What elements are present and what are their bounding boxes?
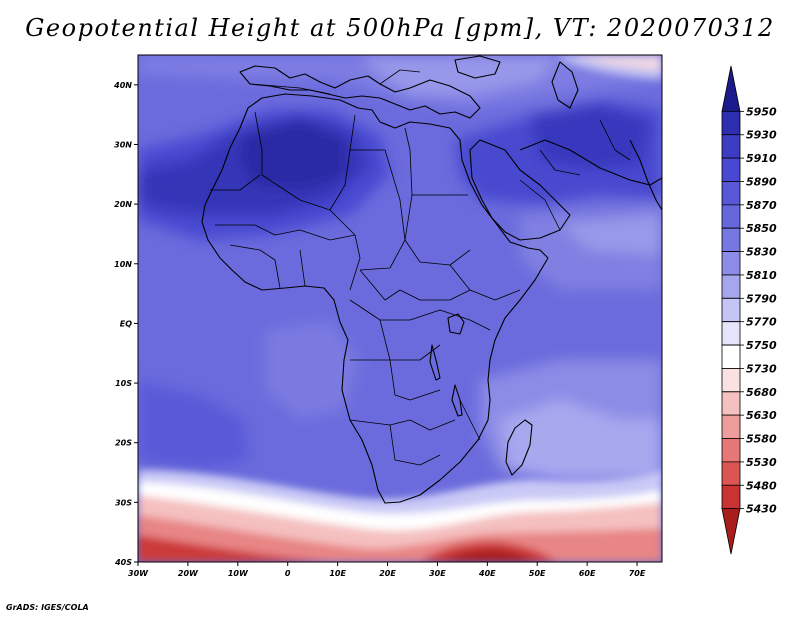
lat-tick-label: 40S	[114, 558, 132, 567]
lat-tick-label: 10S	[115, 379, 132, 388]
country-borders	[210, 69, 631, 466]
colorbar-swatch	[721, 438, 741, 463]
colorbar-level-label: 5480	[746, 479, 777, 492]
lat-tick-label: 10N	[114, 260, 132, 269]
lon-tick-label: 30W	[128, 569, 149, 578]
coastline-madagascar	[505, 419, 533, 476]
lon-tick-label: 20W	[178, 569, 199, 578]
colorbar-swatch	[721, 157, 741, 182]
colorbar-level-label: 5630	[746, 409, 777, 422]
coastline-lake-malawi	[451, 384, 463, 417]
colorbar-level-label: 5950	[746, 105, 777, 118]
coastline-lake-victoria	[447, 313, 465, 335]
colorbar-swatch	[721, 321, 741, 346]
lat-tick-label: 30N	[114, 140, 132, 149]
colorbar-level-label: 5810	[746, 269, 777, 282]
lat-tick-label: 20S	[115, 439, 132, 448]
field-cafrica-light	[265, 320, 360, 420]
colorbar-swatch	[721, 134, 741, 159]
colorbar-swatch	[721, 274, 741, 299]
colorbar-swatch	[721, 508, 741, 555]
lon-tick-label: 70E	[629, 569, 646, 578]
colorbar-level-label: 5770	[746, 316, 777, 329]
colorbar-swatch	[721, 344, 741, 369]
field-band-red	[138, 535, 330, 562]
colorbar-swatch	[721, 461, 741, 486]
field-trough-darkred	[440, 550, 536, 562]
colorbar-swatch	[721, 204, 741, 229]
coastline-india	[629, 139, 662, 211]
field-sa-high	[138, 380, 250, 470]
coastline-africa	[201, 93, 549, 504]
height-field	[138, 55, 662, 562]
colorbar-level-label: 5580	[746, 433, 777, 446]
colorbar-level-label: 5730	[746, 362, 777, 375]
colorbar-level-label: 5870	[746, 199, 777, 212]
lon-tick-label: 60E	[579, 569, 596, 578]
lat-tick-label: 40N	[113, 81, 132, 90]
field-ne-white	[560, 55, 662, 80]
colorbar-level-label: 5910	[746, 152, 777, 165]
colorbar-level-label: 5680	[746, 386, 777, 399]
colorbar-level-label: 5430	[746, 503, 777, 516]
plot-frame	[137, 54, 663, 563]
axis-ticks: 40N 30N 20N 10N EQ 10S 20S 30S 40S 30W 20W 10W 0 10E 2…	[113, 81, 646, 578]
lon-tick-label: 40E	[478, 569, 496, 578]
colorbar-swatch	[721, 251, 741, 276]
coastline-lake-tanganyika	[429, 344, 441, 381]
colorbar-level-label: 5750	[746, 339, 777, 352]
colorbar-swatch	[721, 391, 741, 416]
colorbar-level-label: 5790	[746, 292, 777, 305]
colorbar-level-label: 5830	[746, 246, 777, 259]
lat-tick-label: 30S	[115, 498, 132, 507]
colorbar-level-label: 5850	[746, 222, 777, 235]
field-io-lighter	[560, 215, 662, 255]
coastline-iran	[519, 139, 662, 186]
field-sahara-max	[240, 120, 345, 190]
colorbar-swatch	[721, 227, 741, 252]
lon-tick-label: 10E	[329, 569, 346, 578]
lat-tick-label: EQ	[120, 319, 132, 328]
grads-credit: GrADS: IGES/COLA	[6, 603, 89, 612]
colorbar: 5950 5930 5910 5890 5870 5850 5830 5810 5790 5770…	[721, 65, 777, 555]
lat-tick-label: 20N	[114, 200, 132, 209]
lon-tick-label: 10W	[228, 569, 249, 578]
map-title: Geopotential Height at 500hPa [gpm], VT:…	[25, 14, 775, 42]
colorbar-level-label: 5530	[746, 456, 777, 469]
lon-tick-label: 20E	[379, 569, 396, 578]
colorbar-swatch	[721, 65, 741, 112]
field-med-lighter	[360, 55, 560, 95]
colorbar-swatch	[721, 297, 741, 323]
colorbar-level-label: 5930	[746, 129, 777, 142]
lon-tick-label: 30E	[429, 569, 446, 578]
field-se-lighter	[500, 400, 662, 480]
lon-tick-label: 50E	[529, 569, 546, 578]
lon-tick-label: 0	[285, 569, 291, 578]
colorbar-swatch	[721, 414, 741, 439]
coastline-caspian	[551, 61, 579, 109]
colorbar-swatch	[721, 368, 741, 393]
colorbar-swatch	[721, 110, 741, 136]
colorbar-swatch	[721, 484, 741, 510]
coastline-blacksea	[454, 55, 501, 79]
colorbar-swatch	[721, 181, 741, 206]
colorbar-level-label: 5890	[746, 175, 777, 188]
